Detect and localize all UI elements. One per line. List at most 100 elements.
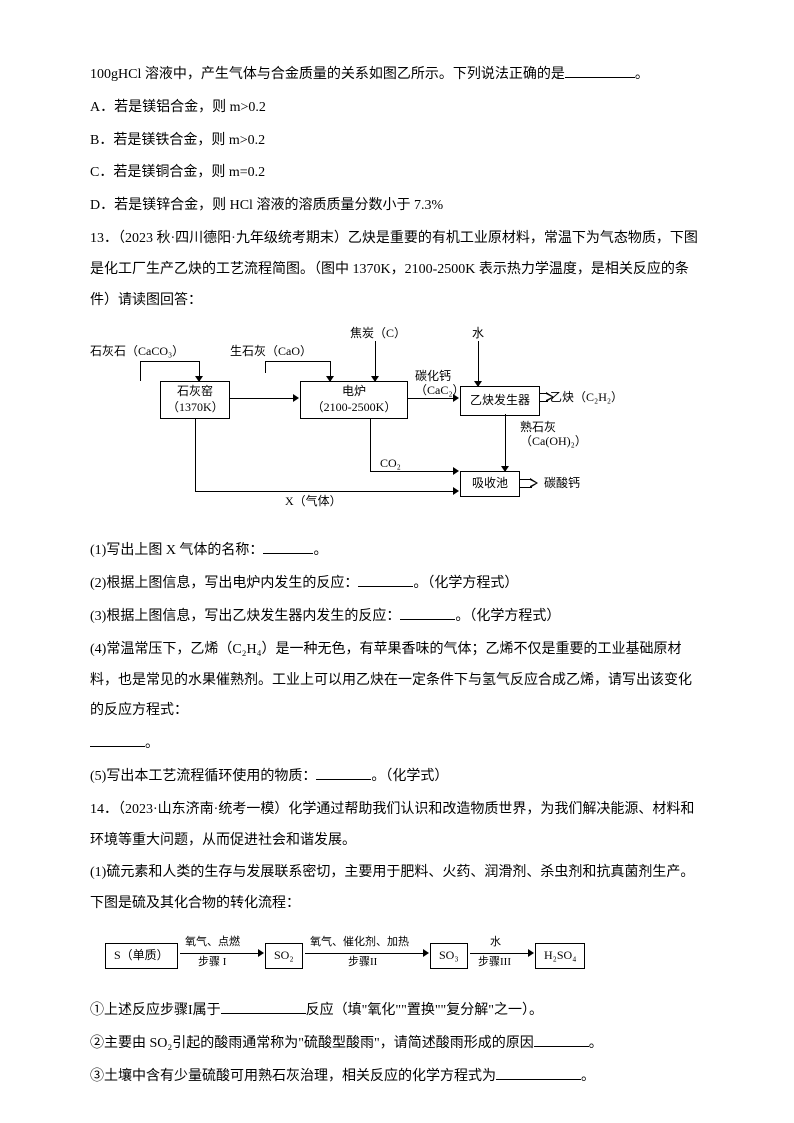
step3-bot: 步骤III xyxy=(478,956,511,969)
q13-p3: (3)根据上图信息，写出乙炔发生器内发生的反应： 。（化学方程式） xyxy=(90,602,704,633)
box-absorber-text: 吸收池 xyxy=(472,476,508,490)
q14-p1: (1)硫元素和人类的生存与发展联系密切，主要用于肥料、火药、润滑剂、杀虫剂和抗真… xyxy=(90,858,704,920)
step1-top: 氧气、点燃 xyxy=(185,936,240,949)
box-so3: SO₃ xyxy=(430,943,468,969)
box-generator: 乙炔发生器 xyxy=(460,386,540,416)
double-arrow-icon xyxy=(530,478,538,488)
arrow-icon xyxy=(453,394,459,402)
box-generator-text: 乙炔发生器 xyxy=(470,393,530,407)
line xyxy=(180,953,260,954)
arrow-icon xyxy=(528,949,534,957)
label-slaked-l2: （Ca(OH)₂） xyxy=(520,435,587,448)
arrow-icon xyxy=(371,376,379,382)
arrow-icon xyxy=(293,394,299,402)
q14-sub2: ②主要由 SO₂引起的酸雨通常称为"硫酸型酸雨"，请简述酸雨形成的原因 。 xyxy=(90,1029,704,1060)
line xyxy=(505,414,506,471)
arrow-icon xyxy=(501,466,509,472)
q13-header: 13．（2023 秋·四川德阳·九年级统考期末）乙炔是重要的有机工业原材料，常温… xyxy=(90,224,704,316)
q13-p5: (5)写出本工艺流程循环使用的物质： 。（化学式） xyxy=(90,762,704,793)
box-kiln: 石灰窑 （1370K） xyxy=(160,381,230,418)
q14-sub3: ③土壤中含有少量硫酸可用熟石灰治理，相关反应的化学方程式为 。 xyxy=(90,1062,704,1093)
blank xyxy=(358,573,413,587)
arrow-icon xyxy=(453,487,459,495)
step2-bot: 步骤II xyxy=(348,956,377,969)
box-furnace-l2: （2100-2500K） xyxy=(307,400,401,416)
label-carbide: 碳化钙 （CaC₂） xyxy=(415,370,465,396)
q12-optA: A．若是镁铝合金，则 m>0.2 xyxy=(90,93,704,124)
label-slaked-l1: 熟石灰 xyxy=(520,421,587,434)
blank xyxy=(496,1066,581,1080)
blank xyxy=(400,606,455,620)
q13-p3-end: 。（化学方程式） xyxy=(455,609,560,624)
q14-sub3-a: ③土壤中含有少量硫酸可用熟石灰治理，相关反应的化学方程式为 xyxy=(90,1069,496,1084)
box-so2: SO₂ xyxy=(265,943,303,969)
q13-p5-text: (5)写出本工艺流程循环使用的物质： xyxy=(90,769,316,784)
q13-p4-blank: 。 xyxy=(90,729,704,760)
line xyxy=(140,361,200,362)
q13-p3-text: (3)根据上图信息，写出乙炔发生器内发生的反应： xyxy=(90,609,400,624)
q13-p4-end: 。 xyxy=(145,736,159,751)
arrow-icon xyxy=(453,467,459,475)
box-furnace: 电炉 （2100-2500K） xyxy=(300,381,408,418)
line xyxy=(265,361,266,373)
arrow-icon xyxy=(195,376,203,382)
input-quicklime: 生石灰（CaO） xyxy=(230,344,312,358)
flowchart-acetylene: 石灰石（CaCO₃） 生石灰（CaO） 焦炭（C） 水 石灰窑 （1370K） … xyxy=(90,326,610,526)
q12-intro-end: 。 xyxy=(635,67,649,82)
line xyxy=(370,471,455,472)
box-furnace-l1: 电炉 xyxy=(307,384,401,400)
q13-p5-end: 。（化学式） xyxy=(371,769,448,784)
step2-top: 氧气、催化剂、加热 xyxy=(310,936,409,949)
line xyxy=(140,361,141,381)
q13-p1: (1)写出上图 X 气体的名称： 。 xyxy=(90,536,704,567)
q13-p4: (4)常温常压下，乙烯（C₂H₄）是一种无色，有苹果香味的气体；乙烯不仅是重要的… xyxy=(90,635,704,727)
flowchart-sulfur: S（单质） SO₂ SO₃ H₂SO₄ 氧气、点燃 步骤 I 氧气、催化剂、加热… xyxy=(90,928,610,988)
q14-header: 14．（2023·山东济南·统考一模）化学通过帮助我们认识和改造物质世界，为我们… xyxy=(90,795,704,857)
step1-bot: 步骤 I xyxy=(198,956,226,969)
line xyxy=(230,398,295,399)
input-water: 水 xyxy=(472,326,484,340)
arrow-icon xyxy=(423,949,429,957)
line xyxy=(305,953,425,954)
q12-optD: D．若是镁锌合金，则 HCl 溶液的溶质质量分数小于 7.3% xyxy=(90,191,704,222)
q14-sub3-b: 。 xyxy=(581,1069,595,1084)
line xyxy=(470,953,530,954)
q13-p2-end: 。（化学方程式） xyxy=(413,576,518,591)
arrow-icon xyxy=(258,949,264,957)
q14-sub1-a: ①上述反应步骤I属于 xyxy=(90,1003,221,1018)
q12-intro: 100gHCl 溶液中，产生气体与合金质量的关系如图乙所示。下列说法正确的是 。 xyxy=(90,60,704,91)
double-arrow-icon xyxy=(546,392,554,402)
input-limestone: 石灰石（CaCO₃） xyxy=(90,344,184,358)
q14-sub2-a: ②主要由 SO₂引起的酸雨通常称为"硫酸型酸雨"，请简述酸雨形成的原因 xyxy=(90,1036,534,1051)
q13-p1-end: 。 xyxy=(313,543,327,558)
step3-top: 水 xyxy=(490,936,501,949)
q13-p2-text: (2)根据上图信息，写出电炉内发生的反应： xyxy=(90,576,358,591)
output-acetylene: 乙炔（C₂H₂） xyxy=(550,390,623,404)
label-xgas: X（气体） xyxy=(285,494,342,508)
box-s: S（单质） xyxy=(105,943,178,969)
arrow-icon xyxy=(326,376,334,382)
arrow-icon xyxy=(474,381,482,387)
line xyxy=(375,341,376,381)
line xyxy=(478,341,479,386)
label-slaked: 熟石灰 （Ca(OH)₂） xyxy=(520,421,587,447)
label-co2: CO₂ xyxy=(380,456,401,470)
q14-sub1: ①上述反应步骤I属于 反应（填"氧化""置换""复分解"之一）。 xyxy=(90,996,704,1027)
line xyxy=(408,398,456,399)
blank xyxy=(221,1000,306,1014)
q14-sub1-b: 反应（填"氧化""置换""复分解"之一）。 xyxy=(306,1003,543,1018)
q12-intro-text: 100gHCl 溶液中，产生气体与合金质量的关系如图乙所示。下列说法正确的是 xyxy=(90,67,565,82)
label-carbide-l1: 碳化钙 xyxy=(415,370,465,383)
blank xyxy=(263,540,313,554)
blank xyxy=(534,1033,589,1047)
q13-p2: (2)根据上图信息，写出电炉内发生的反应： 。（化学方程式） xyxy=(90,569,704,600)
q14-sub2-b: 。 xyxy=(589,1036,603,1051)
blank xyxy=(565,64,635,78)
line xyxy=(195,491,455,492)
line xyxy=(370,418,371,471)
box-kiln-l2: （1370K） xyxy=(167,400,223,416)
q12-optB: B．若是镁铁合金，则 m>0.2 xyxy=(90,126,704,157)
q13-p1-text: (1)写出上图 X 气体的名称： xyxy=(90,543,263,558)
box-kiln-l1: 石灰窑 xyxy=(167,384,223,400)
input-coke: 焦炭（C） xyxy=(350,326,406,340)
